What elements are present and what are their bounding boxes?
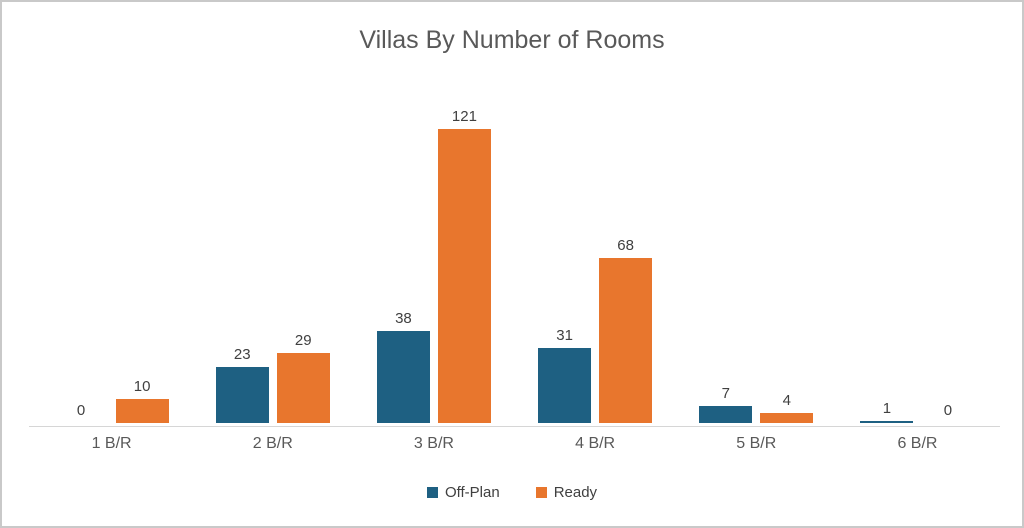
legend: Off-Plan Ready	[2, 485, 1022, 500]
plot-area: 0 10 1 B/R 23 29 2 B/R 38 121 3 B/R 31 68 4 B/R 7 4 5 …	[31, 72, 998, 452]
bar-pair: 38 121	[376, 72, 491, 423]
category-group-4-b-r: 31 68 4 B/R	[515, 72, 676, 452]
category-label: 1 B/R	[91, 435, 132, 452]
category-group-1-b-r: 0 10 1 B/R	[31, 72, 192, 452]
bar-ready	[599, 257, 653, 423]
category-group-2-b-r: 23 29 2 B/R	[192, 72, 353, 452]
legend-item-off-plan: Off-Plan	[426, 484, 500, 501]
legend-item-ready: Ready	[535, 484, 598, 501]
bar-ready	[115, 398, 169, 423]
bar-value-label: 23	[233, 346, 251, 364]
bar-pair: 31 68	[538, 72, 653, 423]
bar-column-ready: 4	[760, 392, 814, 423]
bar-ready	[276, 352, 330, 423]
bar-column-ready: 121	[437, 108, 491, 423]
bar-value-label: 0	[76, 402, 86, 419]
bar-value-label: 68	[617, 236, 634, 254]
bar-ready	[760, 413, 814, 423]
chart-title: Villas By Number of Rooms	[359, 26, 665, 54]
bar-value-label: 29	[294, 331, 312, 349]
bar-column-off-plan: 23	[215, 346, 269, 423]
bar-value-label: 7	[721, 385, 730, 402]
bar-column-ready: 29	[276, 331, 330, 423]
bar-column-off-plan: 31	[538, 326, 592, 423]
bar-ready	[437, 129, 491, 423]
bar-off-plan	[538, 347, 592, 423]
bar-column-off-plan: 7	[699, 385, 753, 423]
bar-value-label: 1	[882, 399, 892, 417]
category-group-3-b-r: 38 121 3 B/R	[353, 72, 514, 452]
bar-column-off-plan: 0	[55, 403, 108, 423]
bar-off-plan	[376, 330, 430, 423]
bar-value-label: 0	[943, 402, 953, 419]
bar-value-label: 121	[451, 108, 477, 125]
bar-off-plan	[699, 406, 753, 423]
category-label: 6 B/R	[897, 435, 938, 452]
bar-value-label: 31	[556, 326, 573, 344]
x-axis-line	[29, 426, 1000, 427]
bar-pair: 0 10	[55, 72, 169, 423]
category-label: 4 B/R	[575, 435, 616, 452]
bar-pair: 23 29	[215, 72, 330, 423]
bar-value-label: 38	[395, 309, 412, 327]
legend-swatch-icon	[426, 487, 438, 498]
bar-column-off-plan: 1	[860, 399, 914, 423]
bar-column-ready: 10	[115, 377, 169, 423]
bar-off-plan	[860, 420, 914, 423]
legend-swatch-icon	[535, 487, 547, 498]
category-label: 3 B/R	[413, 435, 454, 452]
category-label: 2 B/R	[252, 435, 293, 452]
bar-column-ready: 0	[921, 403, 974, 423]
legend-label: Off-Plan	[444, 484, 500, 501]
bar-value-label: 10	[133, 377, 151, 395]
bar-column-ready: 68	[599, 236, 653, 423]
bar-value-label: 4	[782, 392, 791, 410]
legend-label: Ready	[553, 484, 598, 501]
bar-column-off-plan: 38	[376, 309, 430, 423]
bar-off-plan	[215, 367, 269, 423]
category-label: 5 B/R	[736, 435, 777, 452]
